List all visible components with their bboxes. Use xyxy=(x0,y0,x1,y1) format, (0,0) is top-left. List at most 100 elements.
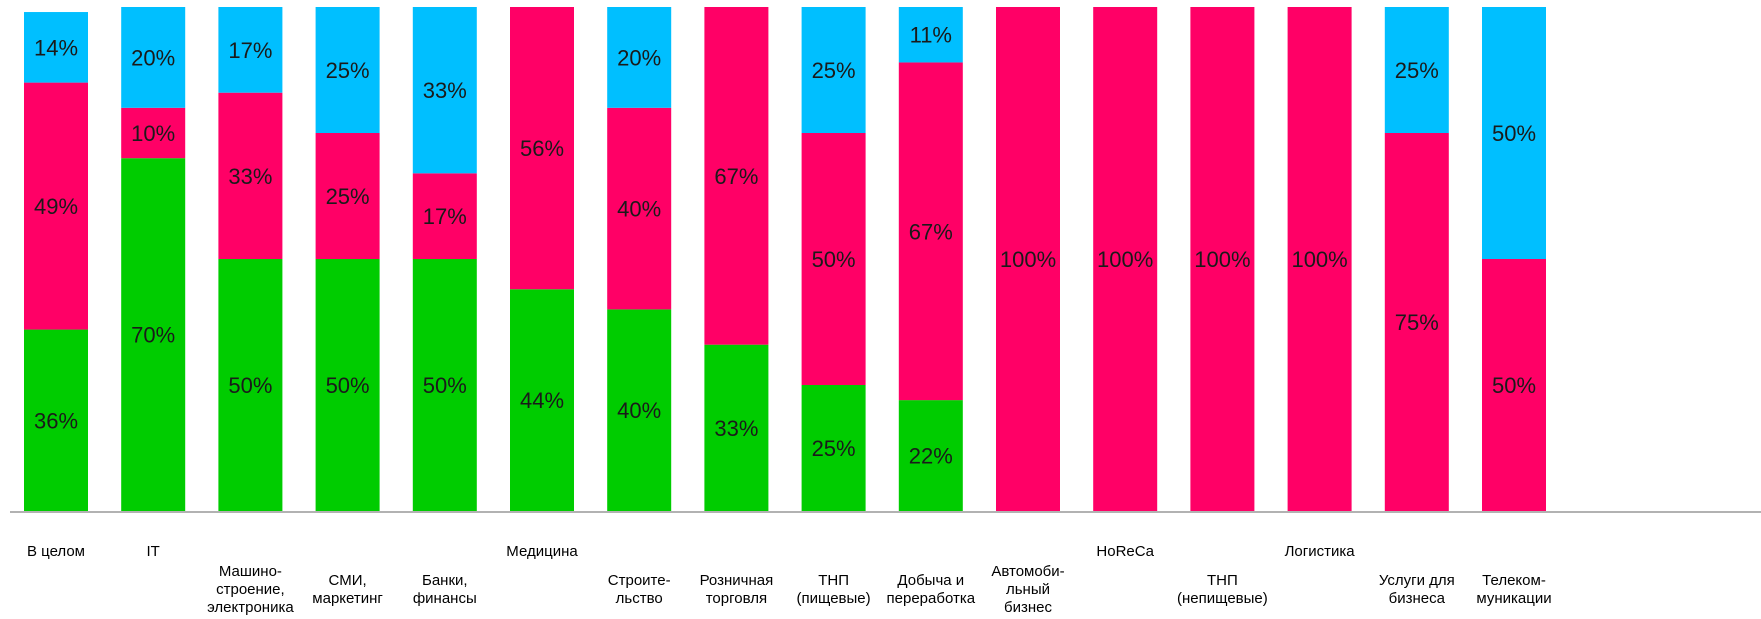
bar-segment xyxy=(704,344,769,511)
category-labels-group: В целом IT Машино-строение, электроника СМИ,… xyxy=(27,543,1552,616)
category-label: IT xyxy=(147,543,160,560)
data-label: 20% xyxy=(131,45,175,70)
category-label-line: (пищевые) xyxy=(797,590,871,607)
category-label-line: Услуги для xyxy=(1379,572,1455,589)
data-label: 25% xyxy=(326,58,370,83)
category-label-line: муникации xyxy=(1476,590,1551,607)
bar-segment xyxy=(1482,7,1546,259)
data-label: 14% xyxy=(34,35,78,60)
bar-segment xyxy=(315,259,380,511)
bar-segment xyxy=(1093,7,1158,511)
data-label: 25% xyxy=(812,436,856,461)
category-label-line: ТНП xyxy=(818,572,849,589)
bar-segment xyxy=(315,133,380,259)
category-label: Розничная торговля xyxy=(700,572,774,607)
data-label: 11% xyxy=(910,23,952,48)
bar-segment xyxy=(412,259,477,511)
bar-segment xyxy=(24,82,88,330)
category-label-line: финансы xyxy=(413,590,477,607)
category-label-line: переработка xyxy=(887,590,976,607)
data-label: 50% xyxy=(812,247,856,272)
data-label: 50% xyxy=(1492,373,1536,398)
category-label-line: HoReCa xyxy=(1096,543,1154,560)
category-label-line: Телеком- xyxy=(1482,572,1546,589)
category-label-line: ТНП xyxy=(1207,572,1238,589)
category-label: HoReCa xyxy=(1096,543,1154,560)
category-label-line: бизнес xyxy=(1004,599,1052,616)
category-label-line: строение, xyxy=(216,581,285,598)
category-label: Банки, финансы xyxy=(413,572,477,607)
segment-labels-group: 36% 49% 14% 70% 10% 20% 50% 33% 17% 50% 25% 25% 50% 1… xyxy=(34,23,1536,469)
bar-segment xyxy=(121,107,186,159)
category-label-line: В целом xyxy=(27,543,85,560)
bar-segment xyxy=(24,12,88,83)
data-label: 17% xyxy=(228,38,272,63)
data-label: 25% xyxy=(326,184,370,209)
data-label: 25% xyxy=(1395,58,1439,83)
category-label: СМИ, маркетинг xyxy=(312,572,383,607)
bar-segment xyxy=(607,309,672,511)
data-label: 10% xyxy=(131,121,175,146)
bar-segment xyxy=(1287,7,1352,511)
data-label: 36% xyxy=(34,408,78,433)
category-label-line: СМИ, xyxy=(329,572,367,589)
category-label: Логистика xyxy=(1285,543,1356,560)
bar-segment xyxy=(24,329,88,511)
data-label: 67% xyxy=(714,164,758,189)
data-label: 56% xyxy=(520,136,564,161)
category-label-line: Добыча и xyxy=(897,572,964,589)
data-label: 40% xyxy=(617,197,661,222)
category-label-line: электроника xyxy=(207,599,294,616)
bar-segment xyxy=(218,7,283,93)
data-label: 100% xyxy=(1194,247,1250,272)
bar-segment xyxy=(801,7,866,133)
data-label: 49% xyxy=(34,194,78,219)
data-label: 100% xyxy=(1291,247,1347,272)
category-label: ТНП (пищевые) xyxy=(797,572,871,607)
category-label: Добыча и переработка xyxy=(887,572,976,607)
data-label: 75% xyxy=(1395,310,1439,335)
bar-segment xyxy=(315,7,380,133)
bar-segment xyxy=(801,385,866,511)
bar-segment xyxy=(412,7,477,174)
bar-segment xyxy=(121,158,186,511)
category-label-line: Розничная xyxy=(700,572,774,589)
bar-segment xyxy=(898,62,963,401)
bar-segment xyxy=(121,7,186,108)
category-label-line: Машино- xyxy=(219,563,282,580)
category-label-line: Строите- xyxy=(608,572,671,589)
category-label-line: маркетинг xyxy=(312,590,383,607)
bars-group xyxy=(24,7,1546,511)
bar-segment xyxy=(218,259,283,511)
bar-segment xyxy=(996,7,1060,511)
category-label-line: бизнеса xyxy=(1389,590,1446,607)
data-label: 17% xyxy=(423,204,467,229)
category-label: В целом xyxy=(27,543,85,560)
bar-segment xyxy=(1384,133,1449,511)
category-label: Машино-строение, электроника xyxy=(207,563,294,616)
category-label-line: IT xyxy=(147,543,160,560)
data-label: 70% xyxy=(131,323,175,348)
bar-segment xyxy=(1190,7,1255,511)
bar-segment xyxy=(218,92,283,260)
data-label: 50% xyxy=(326,373,370,398)
category-label-line: Медицина xyxy=(506,543,578,560)
bar-segment xyxy=(898,7,963,63)
category-label-line: Логистика xyxy=(1285,543,1356,560)
bar-segment xyxy=(898,400,963,511)
data-label: 50% xyxy=(1492,121,1536,146)
bar-segment xyxy=(801,133,866,385)
data-label: 33% xyxy=(228,164,272,189)
category-label: Телеком-муникации xyxy=(1476,572,1551,607)
data-label: 50% xyxy=(228,373,272,398)
category-label-line: льство xyxy=(616,590,663,607)
category-label-line: льный xyxy=(1006,581,1050,598)
bar-segment xyxy=(510,289,574,511)
bar-segment xyxy=(1384,7,1449,133)
data-label: 20% xyxy=(617,45,661,70)
category-label: Медицина xyxy=(506,543,578,560)
category-label-line: (непищевые) xyxy=(1177,590,1268,607)
category-label-line: Банки, xyxy=(422,572,468,589)
data-label: 22% xyxy=(909,444,953,469)
